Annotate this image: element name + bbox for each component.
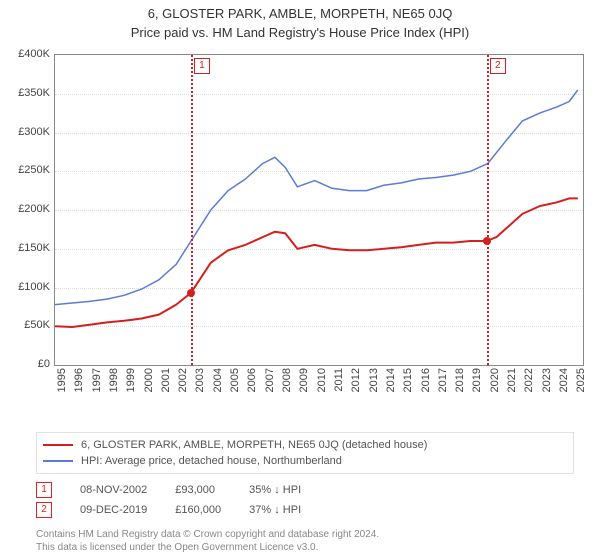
x-tick-label: 2020 xyxy=(489,368,501,396)
x-tick-label: 2007 xyxy=(264,368,276,396)
event-row-2: 2 09-DEC-2019 £160,000 37% ↓ HPI xyxy=(36,500,329,520)
event-pct-1: 35% ↓ HPI xyxy=(249,480,329,500)
event-price-2: £160,000 xyxy=(175,500,249,520)
series-svg xyxy=(55,55,583,365)
legend-box: 6, GLOSTER PARK, AMBLE, MORPETH, NE65 0J… xyxy=(36,432,574,474)
attribution-line-1: Contains HM Land Registry data © Crown c… xyxy=(36,528,574,541)
address-title: 6, GLOSTER PARK, AMBLE, MORPETH, NE65 0J… xyxy=(0,6,600,21)
x-tick-label: 1995 xyxy=(56,368,68,396)
y-tick-label: £250K xyxy=(10,164,50,176)
x-tick-label: 2011 xyxy=(333,368,345,396)
x-tick-label: 1996 xyxy=(73,368,85,396)
plot-area: 12 xyxy=(54,54,584,366)
chart-container: 6, GLOSTER PARK, AMBLE, MORPETH, NE65 0J… xyxy=(0,0,600,560)
y-tick-label: £200K xyxy=(10,203,50,215)
x-tick-label: 2008 xyxy=(281,368,293,396)
y-tick-label: £300K xyxy=(10,126,50,138)
series-line-property xyxy=(55,198,578,327)
x-tick-label: 2010 xyxy=(316,368,328,396)
x-tick-label: 2017 xyxy=(437,368,449,396)
x-tick-label: 2001 xyxy=(160,368,172,396)
y-tick-label: £150K xyxy=(10,242,50,254)
x-tick-label: 2004 xyxy=(212,368,224,396)
events-table: 1 08-NOV-2002 £93,000 35% ↓ HPI 2 09-DEC… xyxy=(36,480,329,520)
legend-row-hpi: HPI: Average price, detached house, Nort… xyxy=(43,453,567,469)
x-tick-label: 2009 xyxy=(298,368,310,396)
x-tick-label: 2016 xyxy=(420,368,432,396)
event-vline-1 xyxy=(191,55,193,365)
x-tick-label: 1997 xyxy=(91,368,103,396)
legend-label-property: 6, GLOSTER PARK, AMBLE, MORPETH, NE65 0J… xyxy=(81,439,427,451)
x-tick-label: 2002 xyxy=(177,368,189,396)
event-vline-2 xyxy=(487,55,489,365)
series-line-hpi xyxy=(55,90,578,305)
x-tick-label: 1999 xyxy=(125,368,137,396)
x-tick-label: 2025 xyxy=(575,368,587,396)
y-tick-label: £350K xyxy=(10,87,50,99)
x-tick-label: 2005 xyxy=(229,368,241,396)
attribution-line-2: This data is licensed under the Open Gov… xyxy=(36,541,574,554)
event-box-2: 2 xyxy=(490,58,506,74)
y-tick-label: £0 xyxy=(10,358,50,370)
y-tick-label: £100K xyxy=(10,281,50,293)
event-price-1: £93,000 xyxy=(175,480,249,500)
x-tick-label: 2000 xyxy=(143,368,155,396)
legend-label-hpi: HPI: Average price, detached house, Nort… xyxy=(81,455,342,467)
attribution: Contains HM Land Registry data © Crown c… xyxy=(36,528,574,554)
event-marker-2: 2 xyxy=(36,502,52,518)
event-pct-2: 37% ↓ HPI xyxy=(249,500,329,520)
footer: 6, GLOSTER PARK, AMBLE, MORPETH, NE65 0J… xyxy=(36,432,574,554)
event-dot-1 xyxy=(187,289,195,297)
subtitle: Price paid vs. HM Land Registry's House … xyxy=(0,25,600,40)
event-box-1: 1 xyxy=(194,58,210,74)
event-row-1: 1 08-NOV-2002 £93,000 35% ↓ HPI xyxy=(36,480,329,500)
legend-swatch-property xyxy=(43,444,73,446)
x-tick-label: 2006 xyxy=(246,368,258,396)
event-marker-cell-2: 2 xyxy=(36,500,80,520)
x-tick-label: 2014 xyxy=(385,368,397,396)
chart-outer: £0 £50K £100K £150K £200K £250K £300K £350K £400… xyxy=(10,48,590,398)
x-tick-label: 2019 xyxy=(471,368,483,396)
event-marker-1: 1 xyxy=(36,482,52,498)
x-tick-label: 2023 xyxy=(541,368,553,396)
event-dot-2 xyxy=(483,237,491,245)
x-tick-label: 2024 xyxy=(558,368,570,396)
x-tick-label: 2018 xyxy=(454,368,466,396)
x-tick-label: 2021 xyxy=(506,368,518,396)
x-tick-label: 1998 xyxy=(108,368,120,396)
x-tick-label: 2015 xyxy=(402,368,414,396)
x-tick-label: 2003 xyxy=(194,368,206,396)
y-tick-label: £400K xyxy=(10,48,50,60)
legend-row-property: 6, GLOSTER PARK, AMBLE, MORPETH, NE65 0J… xyxy=(43,437,567,453)
event-date-1: 08-NOV-2002 xyxy=(80,480,175,500)
x-tick-label: 2022 xyxy=(523,368,535,396)
x-tick-label: 2013 xyxy=(368,368,380,396)
y-tick-label: £50K xyxy=(10,319,50,331)
event-marker-cell-1: 1 xyxy=(36,480,80,500)
legend-swatch-hpi xyxy=(43,460,73,462)
title-block: 6, GLOSTER PARK, AMBLE, MORPETH, NE65 0J… xyxy=(0,0,600,40)
x-tick-label: 2012 xyxy=(350,368,362,396)
event-date-2: 09-DEC-2019 xyxy=(80,500,175,520)
